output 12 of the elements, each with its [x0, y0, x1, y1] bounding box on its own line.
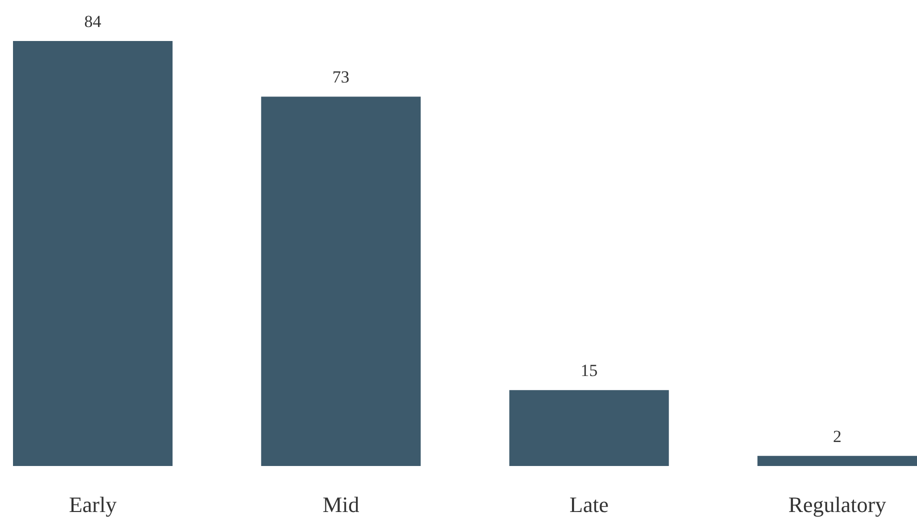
x-tick-label: Late — [570, 492, 609, 517]
data-label: 84 — [84, 12, 102, 31]
x-tick-label: Regulatory — [788, 492, 886, 517]
x-tick-label: Early — [68, 492, 117, 517]
data-label: 2 — [832, 426, 842, 446]
data-label: 73 — [332, 68, 350, 87]
bar — [261, 96, 421, 466]
bar — [509, 390, 669, 466]
bar — [13, 41, 173, 466]
bar — [757, 456, 917, 466]
data-label: 15 — [580, 361, 598, 380]
x-tick-label: Mid — [322, 492, 360, 517]
